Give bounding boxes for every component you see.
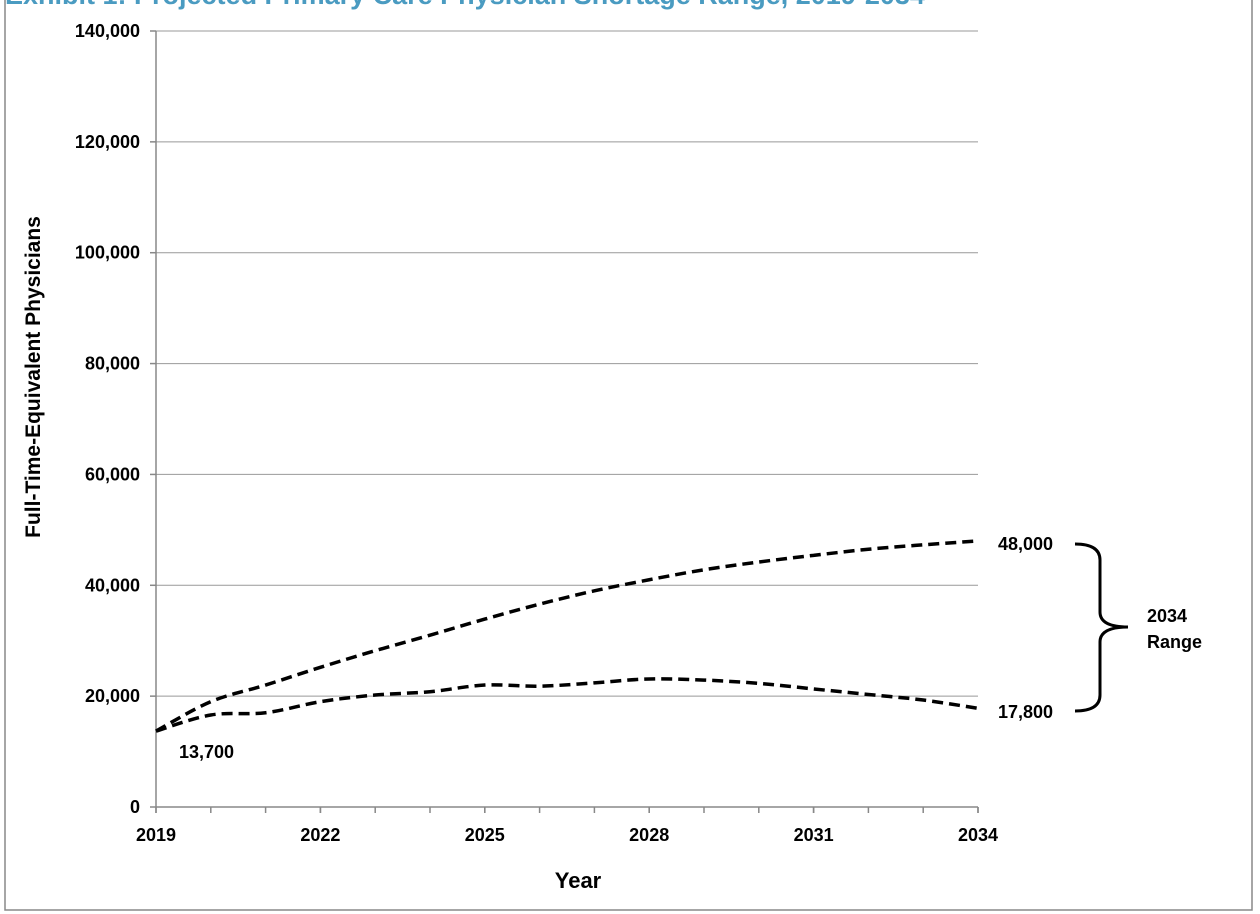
frame [4,0,1253,911]
annotation: Range [1147,632,1202,652]
annotation: 13,700 [179,742,234,762]
x-tick-label: 2022 [300,825,340,845]
x-axis-label: Year [555,868,602,893]
x-tick-label: 2028 [629,825,669,845]
y-tick-label: 140,000 [75,21,140,41]
line-series [155,677,979,733]
annotation: 17,800 [998,702,1053,722]
y-tick-label: 120,000 [75,132,140,152]
y-axis-label: Full-Time-Equivalent Physicians [22,216,45,538]
y-tick-label: 20,000 [85,686,140,706]
x-tick-label: 2031 [794,825,834,845]
chart-title: Exhibit 1: Projected Primary Care Physic… [5,0,925,10]
annotation: 48,000 [998,534,1053,554]
y-tick-label: 60,000 [85,464,140,484]
y-tick-label: 80,000 [85,354,140,374]
range-brace [1074,542,1129,713]
x-tick-label: 2034 [958,825,998,845]
x-tick-label: 2019 [136,825,176,845]
y-tick-label: 0 [130,797,140,817]
y-tick-label: 40,000 [85,575,140,595]
x-tick-label: 2025 [465,825,505,845]
y-tick-label: 100,000 [75,243,140,263]
line-series [155,539,979,733]
annotation: 2034 [1147,606,1187,626]
